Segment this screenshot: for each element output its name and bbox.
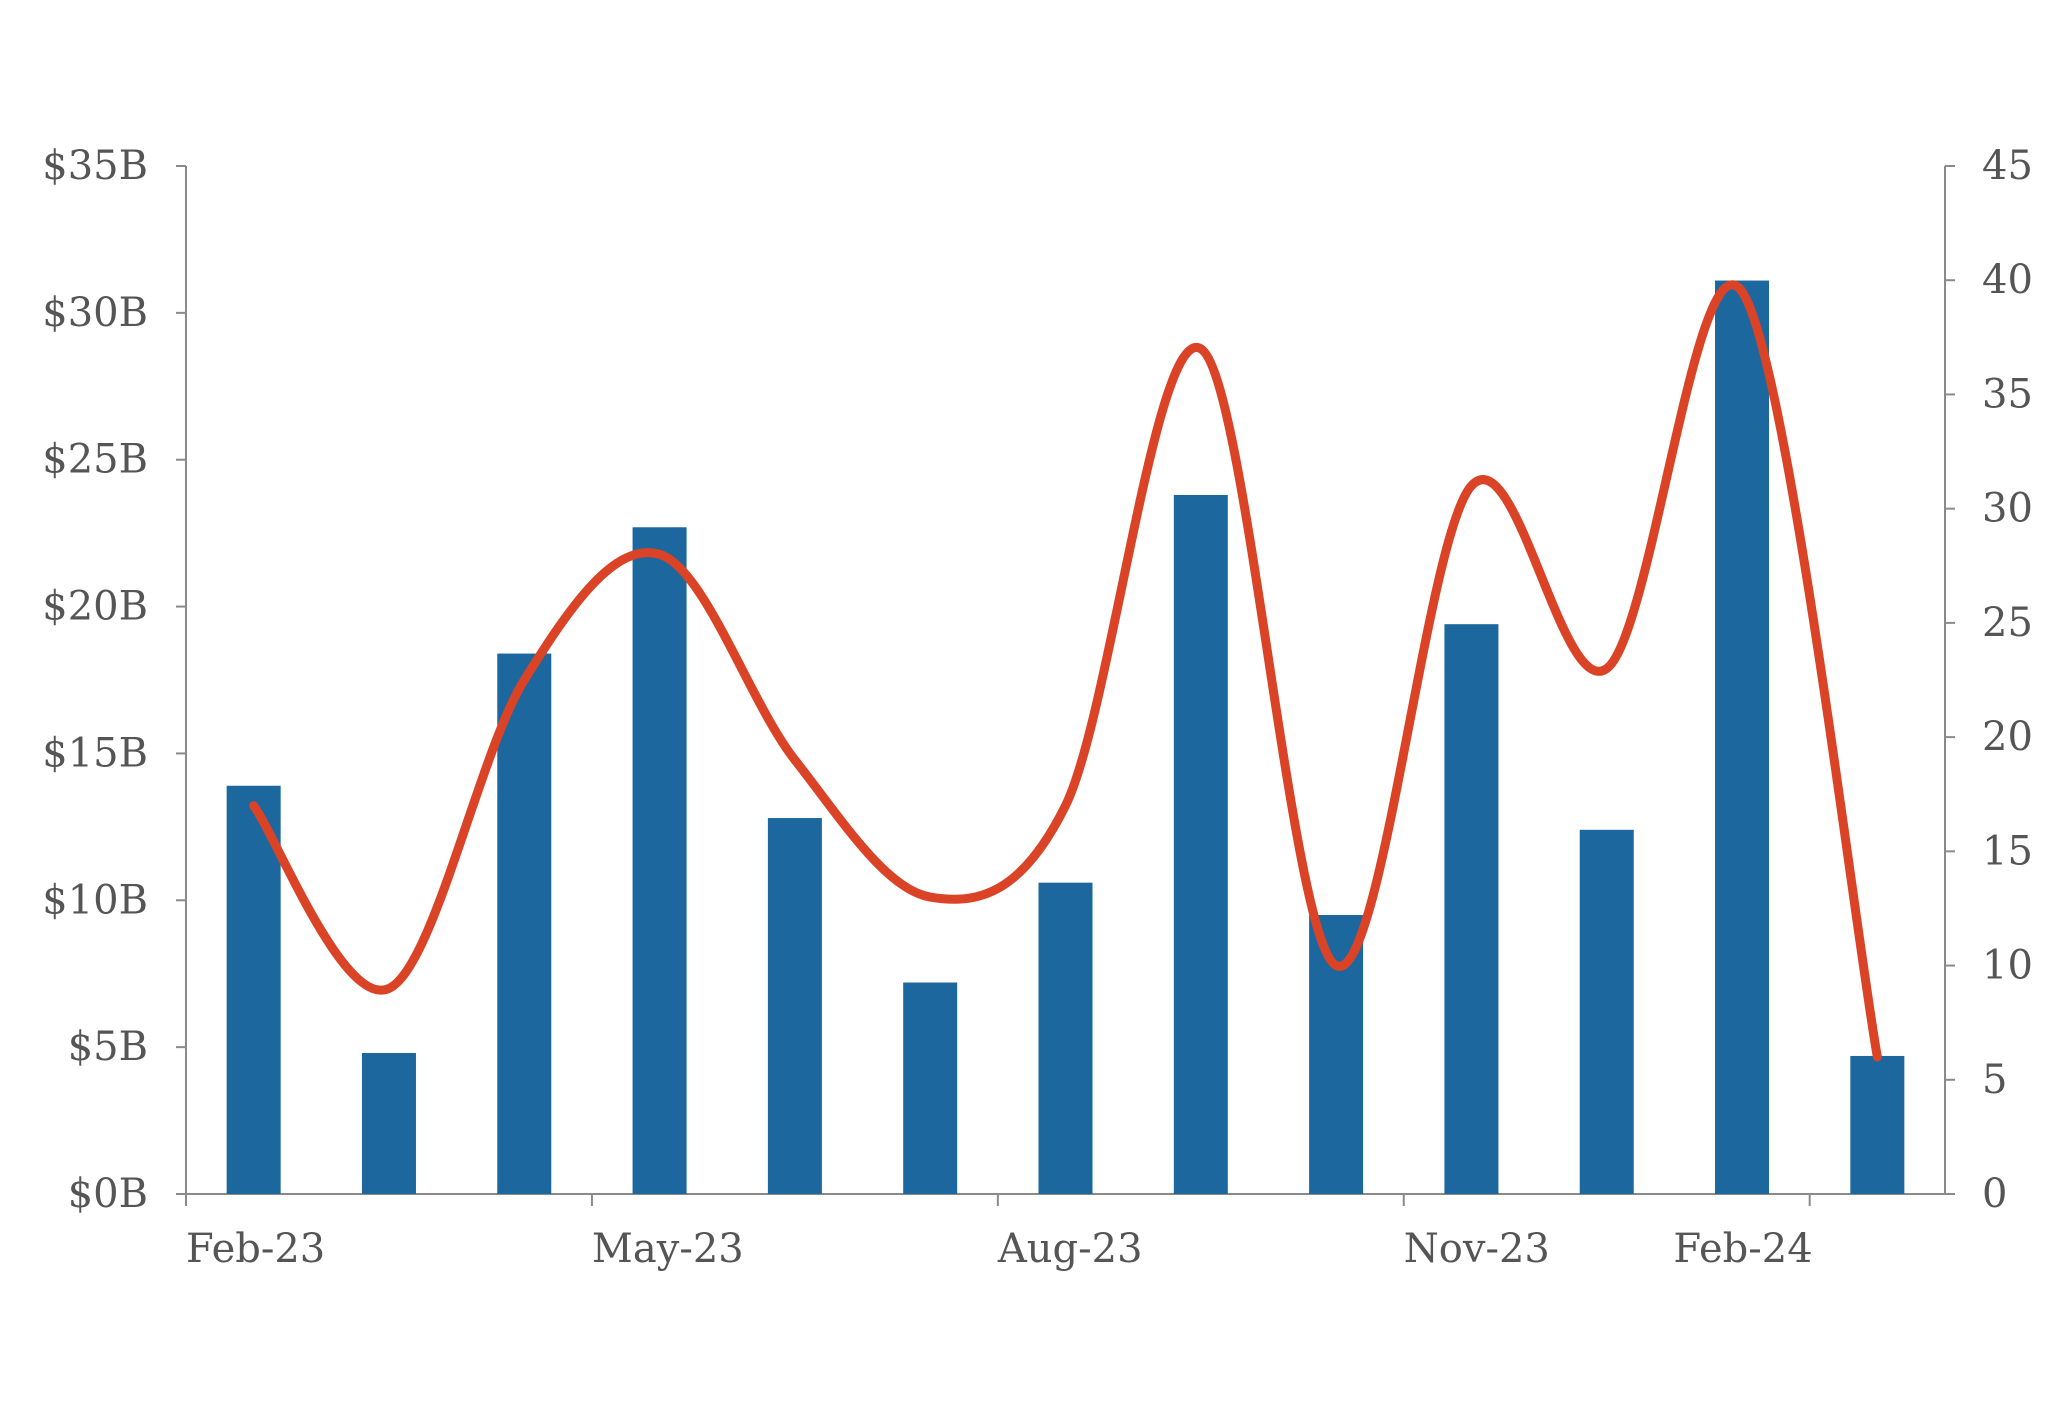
- bar-May-23: [632, 527, 687, 1194]
- right-y-tick-label: 40: [1982, 257, 2033, 303]
- bar-Jan-24: [1715, 280, 1770, 1194]
- bar-Feb-23: [226, 785, 281, 1194]
- bar-Aug-23: [1038, 882, 1093, 1194]
- x-tick-label: Nov-23: [1404, 1226, 1550, 1272]
- bar-Dec-23: [1579, 829, 1634, 1194]
- left-y-tick-label: $35B: [42, 143, 148, 189]
- left-y-tick-label: $30B: [42, 290, 148, 336]
- bar-series: [226, 280, 1905, 1195]
- bar-Mar-23: [361, 1053, 416, 1194]
- bar-Jul-23: [903, 982, 958, 1194]
- bar-Apr-23: [497, 653, 552, 1194]
- right-y-tick-label: 0: [1982, 1171, 2007, 1217]
- tick-labels: $0B $5B $10B $15B $20B $25B $30B $35B 0 5 10 15 20 25…: [42, 143, 2033, 1272]
- x-tick-label: Aug-23: [997, 1226, 1143, 1272]
- bar-Jun-23: [767, 818, 822, 1194]
- right-y-tick-label: 20: [1982, 714, 2033, 760]
- left-y-tick-label: $20B: [42, 584, 148, 630]
- right-y-tick-label: 10: [1982, 943, 2033, 989]
- bar-Feb-24: [1850, 1055, 1905, 1194]
- left-y-tick-label: $25B: [42, 437, 148, 483]
- right-y-tick-label: 45: [1982, 143, 2033, 189]
- bar-Nov-23: [1444, 624, 1499, 1194]
- x-tick-label: Feb-24: [1673, 1226, 1812, 1272]
- left-y-tick-label: $0B: [68, 1171, 148, 1217]
- right-y-tick-label: 5: [1982, 1057, 2007, 1103]
- x-tick-label: Feb-23: [186, 1226, 325, 1272]
- x-tick-label: May-23: [592, 1226, 744, 1272]
- right-y-tick-label: 25: [1982, 600, 2033, 646]
- bar-Sep-23: [1173, 494, 1228, 1195]
- left-y-tick-label: $5B: [68, 1024, 148, 1070]
- right-y-tick-label: 15: [1982, 828, 2033, 874]
- left-y-tick-label: $15B: [42, 730, 148, 776]
- right-y-tick-label: 35: [1982, 371, 2033, 417]
- left-y-tick-label: $10B: [42, 877, 148, 923]
- line-series: [249, 280, 1882, 1062]
- line-series-path: [249, 280, 1882, 1062]
- right-y-tick-label: 30: [1982, 486, 2033, 532]
